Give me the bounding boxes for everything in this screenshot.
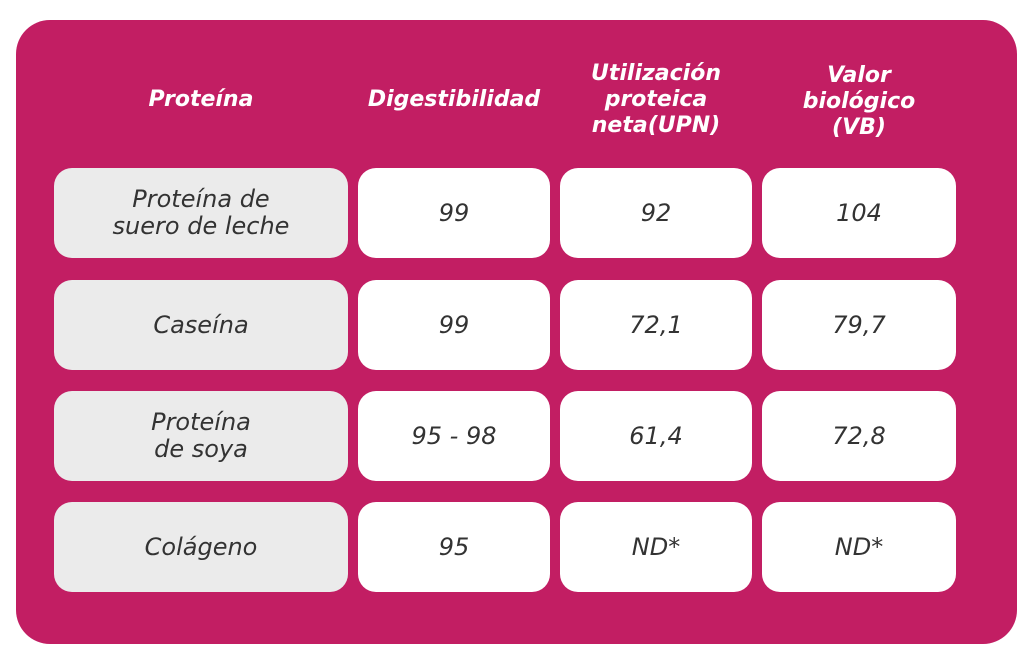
row-2-protein: Caseína <box>54 280 348 370</box>
row-3-digestibility: 95 - 98 <box>358 391 550 481</box>
row-4-digestibility: 95 <box>358 502 550 592</box>
row-1-digestibility: 99 <box>358 168 550 258</box>
row-1-vb: 104 <box>762 168 956 258</box>
row-1-upn: 92 <box>560 168 752 258</box>
row-4-protein: Colágeno <box>54 502 348 592</box>
header-upn: Utilización proteica neta(UPN) <box>590 61 721 138</box>
row-3-protein: Proteína de soya <box>54 391 348 481</box>
row-3-vb: 72,8 <box>762 391 956 481</box>
header-vb: Valor biológico (VB) <box>802 63 916 140</box>
row-2-digestibility: 99 <box>358 280 550 370</box>
row-1-protein: Proteína de suero de leche <box>54 168 348 258</box>
row-3-upn: 61,4 <box>560 391 752 481</box>
header-protein: Proteína <box>148 87 254 112</box>
row-2-vb: 79,7 <box>762 280 956 370</box>
row-4-upn: ND* <box>560 502 752 592</box>
header-digestibility: Digestibilidad <box>367 87 541 112</box>
row-4-vb: ND* <box>762 502 956 592</box>
row-2-upn: 72,1 <box>560 280 752 370</box>
